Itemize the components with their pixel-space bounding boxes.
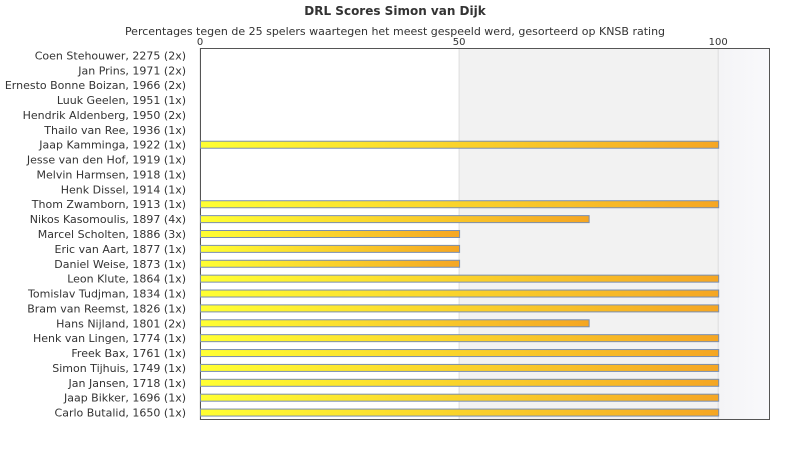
category-label: Leon Klute, 1864 (1x) [67,273,186,286]
category-label: Jaap Kamminga, 1922 (1x) [38,139,186,152]
category-label: Eric van Aart, 1877 (1x) [55,243,186,256]
category-label: Tomislav Tudjman, 1834 (1x) [27,288,186,301]
category-label: Hendrik Aldenberg, 1950 (2x) [23,109,186,122]
category-label: Jan Prins, 1971 (2x) [77,64,186,77]
category-label: Nikos Kasomoulis, 1897 (4x) [30,213,186,226]
plot-band-50-100 [459,48,719,420]
category-label: Marcel Scholten, 1886 (3x) [38,228,186,241]
bar [200,200,720,209]
category-label: Jesse van den Hof, 1919 (1x) [26,154,186,167]
category-label: Jaap Bikker, 1696 (1x) [63,392,186,405]
bar [200,319,590,328]
category-label: Hans Nijland, 1801 (2x) [56,317,186,330]
bars [200,140,720,417]
x-tick-label: 50 [453,37,466,48]
bar [200,349,720,358]
category-label: Daniel Weise, 1873 (1x) [54,258,186,271]
bar [200,244,461,253]
plot-background [200,48,770,420]
bar [200,304,720,313]
category-label: Simon Tijhuis, 1749 (1x) [52,362,186,375]
bar [200,363,720,372]
x-axis-ticks: 0 50 100 [197,37,728,48]
chart-subtitle: Percentages tegen de 25 spelers waartege… [124,25,666,38]
chart-title: DRL Scores Simon van Dijk [304,4,486,18]
bar [200,259,461,268]
category-label: Thailo van Ree, 1936 (1x) [43,124,186,137]
category-label: Bram van Reemst, 1826 (1x) [27,302,186,315]
category-label: Luuk Geelen, 1951 (1x) [57,94,186,107]
category-label: Freek Bax, 1761 (1x) [71,347,186,360]
category-label: Jan Jansen, 1718 (1x) [68,377,186,390]
plot-band-100-plus [718,48,770,420]
bar [200,230,461,238]
x-tick-label: 100 [709,37,728,48]
bar [200,334,720,343]
category-label: Carlo Butalid, 1650 (1x) [55,407,186,420]
category-label: Ernesto Bonne Boizan, 1966 (2x) [5,79,186,92]
bar [200,140,720,149]
bar [200,378,720,387]
category-label: Henk Dissel, 1914 (1x) [61,183,186,196]
category-label: Thom Zwamborn, 1913 (1x) [31,198,186,211]
x-tick-label: 0 [197,37,203,48]
bar [200,289,720,298]
bar [200,274,720,283]
category-label: Melvin Harmsen, 1918 (1x) [37,168,186,181]
category-labels: Coen Stehouwer, 2275 (2x) Jan Prins, 1971… [5,49,186,419]
category-label: Coen Stehouwer, 2275 (2x) [35,49,186,62]
bar [200,393,720,402]
category-label: Henk van Lingen, 1774 (1x) [33,332,186,345]
bar [200,215,590,224]
bar [200,408,720,417]
